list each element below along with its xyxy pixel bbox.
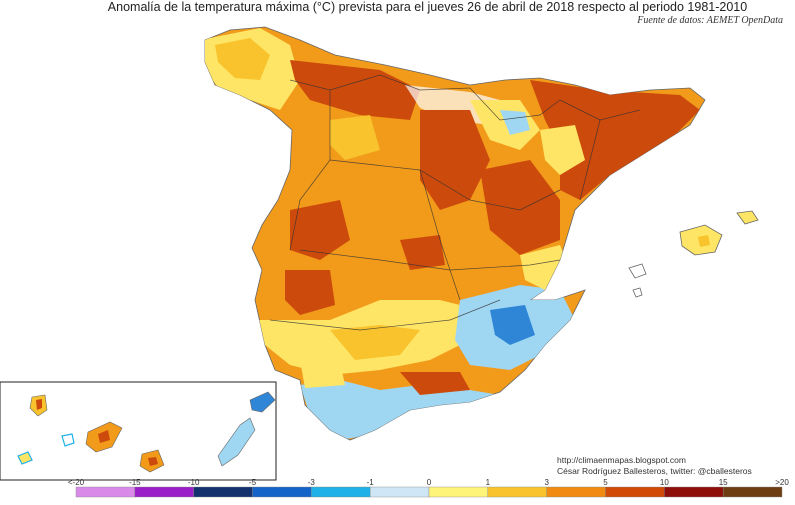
legend-tick-label: -3 [308, 478, 316, 487]
legend-swatch [134, 486, 194, 498]
legend-tick-label: -5 [249, 478, 257, 487]
legend-swatch [252, 486, 312, 498]
legend-swatch [75, 486, 136, 498]
legend-tick-label: 1 [486, 478, 491, 487]
iberian-peninsula [204, 26, 706, 441]
legend-tick-label: -1 [367, 478, 375, 487]
data-source: Fuente de datos: AEMET OpenData [637, 15, 783, 26]
legend-tick-label: 0 [427, 478, 432, 487]
legend-swatch [428, 486, 489, 498]
legend-swatch [311, 486, 371, 498]
legend-tick-label: <-20 [68, 478, 85, 487]
credits-url: http://climaenmapas.blogspot.com [557, 455, 686, 465]
legend-swatch [722, 486, 783, 498]
map-title: Anomalía de la temperatura máxima (°C) p… [107, 0, 748, 14]
balearic-islands [628, 210, 759, 298]
legend-tick-label: 10 [660, 478, 669, 487]
legend-swatch [546, 486, 606, 498]
legend-swatch [193, 486, 253, 498]
canary-islands-inset [0, 381, 277, 481]
legend-swatch [664, 486, 724, 498]
legend-tick-label: -10 [188, 478, 200, 487]
legend-swatch [605, 486, 665, 498]
legend-tick-label: -15 [129, 478, 141, 487]
credits: http://climaenmapas.blogspot.com César R… [557, 455, 752, 477]
color-legend: <-20 -15 -10 -5 -3 -1 0 1 3 5 10 15 >20 [68, 478, 789, 498]
legend-tick-label: 15 [719, 478, 728, 487]
legend-tick-label: >20 [775, 478, 789, 487]
credits-author: César Rodríguez Ballesteros, twitter: @c… [557, 466, 752, 476]
legend-swatch [487, 486, 547, 498]
legend-tick-label: 5 [603, 478, 608, 487]
legend-tick-label: 3 [544, 478, 549, 487]
legend-swatch [369, 486, 430, 498]
